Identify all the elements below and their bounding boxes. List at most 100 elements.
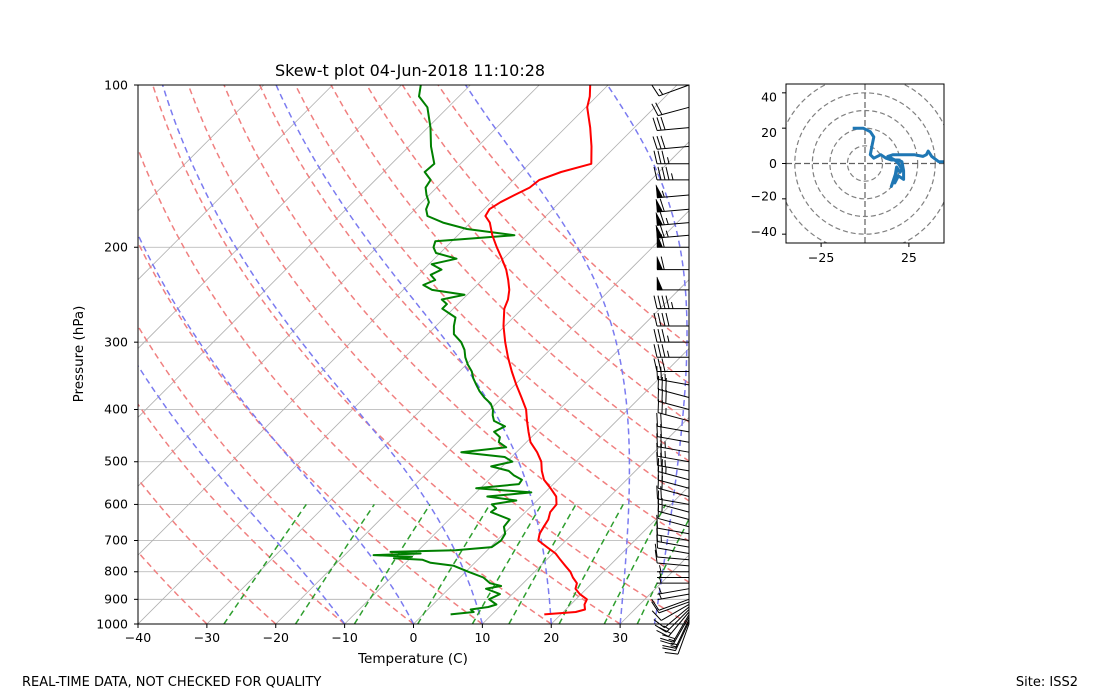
isotherm-line bbox=[619, 554, 689, 624]
wind-barb bbox=[656, 423, 690, 443]
barb-shaft bbox=[664, 606, 690, 628]
hodograph-plot: 40 20 0 −20 −40 −25 25 bbox=[751, 83, 945, 265]
barb-full bbox=[660, 424, 662, 438]
skewt-plot: Skew-t plot 04-Jun-2018 11:10:28 −40 −30… bbox=[71, 61, 690, 667]
barb-half bbox=[667, 335, 670, 343]
hodograph-trace bbox=[852, 126, 944, 188]
dewpoint-line bbox=[372, 85, 533, 616]
wind-barb bbox=[656, 514, 690, 535]
skewt-frame bbox=[137, 84, 690, 625]
pressure-grid-lines bbox=[138, 84, 689, 625]
barb-shaft bbox=[675, 621, 690, 651]
barb-full bbox=[660, 135, 666, 149]
dry-adiabat bbox=[138, 240, 483, 624]
barb-flag bbox=[656, 256, 663, 270]
isotherm-line bbox=[344, 279, 689, 624]
wind-barb bbox=[656, 365, 690, 386]
skewt-title: Skew-t plot 04-Jun-2018 11:10:28 bbox=[275, 61, 545, 80]
wind-barb bbox=[653, 606, 690, 628]
barb-shaft bbox=[657, 455, 690, 463]
barb-shaft bbox=[657, 527, 690, 535]
mixing-ratio-line bbox=[353, 503, 431, 624]
hodo-y-tick-label: 20 bbox=[761, 125, 777, 140]
barb-full bbox=[657, 358, 662, 372]
barb-full bbox=[653, 295, 658, 309]
barb-shaft bbox=[657, 562, 690, 567]
wind-barb bbox=[651, 604, 690, 621]
hodo-x-tick-label: 25 bbox=[901, 250, 917, 265]
barb-full bbox=[651, 610, 662, 621]
wind-barb bbox=[654, 543, 690, 561]
dry-adiabat bbox=[366, 85, 689, 423]
barb-shaft bbox=[657, 106, 690, 117]
barb-half bbox=[665, 217, 669, 225]
x-tick-label: 30 bbox=[612, 630, 628, 645]
isotherm-line bbox=[138, 85, 540, 487]
barb-shaft bbox=[657, 503, 690, 513]
dry-adiabat bbox=[138, 477, 277, 624]
barb-shaft bbox=[657, 378, 690, 386]
y-tick-label: 600 bbox=[104, 497, 128, 512]
barb-full bbox=[657, 295, 662, 309]
isotherm-line bbox=[138, 85, 678, 624]
barb-full bbox=[657, 329, 662, 343]
barb-shaft bbox=[658, 601, 690, 614]
dry-adiabat bbox=[401, 85, 689, 385]
isotherm-line bbox=[413, 347, 689, 624]
barb-shaft bbox=[666, 609, 690, 633]
barb-full bbox=[662, 647, 676, 652]
dry-adiabat bbox=[187, 85, 689, 624]
barb-shaft bbox=[657, 547, 690, 555]
barb-shaft bbox=[672, 614, 690, 643]
dry-adiabat bbox=[259, 85, 689, 543]
barb-flag bbox=[655, 198, 664, 213]
barb-half bbox=[663, 625, 670, 630]
y-tick-label: 100 bbox=[104, 78, 128, 93]
barb-half bbox=[665, 230, 669, 238]
barb-full bbox=[660, 116, 666, 130]
barb-shaft bbox=[657, 446, 690, 453]
site-label: Site: ISS2 bbox=[1016, 675, 1078, 690]
hodo-y-tick-label: −20 bbox=[751, 189, 777, 204]
isotherm-line bbox=[482, 416, 689, 624]
x-tick-label: −10 bbox=[331, 630, 357, 645]
barb-full bbox=[660, 433, 662, 448]
wind-barb bbox=[653, 358, 689, 372]
wind-barb bbox=[657, 375, 690, 398]
barb-shaft bbox=[657, 400, 690, 410]
barb-half bbox=[661, 190, 665, 198]
barb-shaft bbox=[668, 611, 690, 637]
barb-full bbox=[656, 485, 658, 499]
isotherm-line bbox=[550, 485, 689, 624]
barb-flag bbox=[656, 276, 663, 291]
wind-barb bbox=[655, 211, 690, 226]
barb-half bbox=[671, 173, 674, 181]
barb-shaft bbox=[657, 479, 690, 489]
moist-adiabat bbox=[161, 85, 484, 624]
barb-full bbox=[653, 150, 658, 164]
dry-adiabat bbox=[151, 85, 621, 624]
barb-shaft bbox=[677, 623, 690, 655]
barb-full bbox=[661, 312, 666, 327]
mixing-ratio-line bbox=[471, 504, 543, 624]
barb-full bbox=[659, 224, 665, 238]
barb-full bbox=[652, 117, 658, 131]
x-axis-ticks bbox=[137, 624, 621, 628]
barb-shaft bbox=[657, 436, 690, 443]
barb-full bbox=[653, 344, 658, 358]
barb-shaft bbox=[658, 598, 690, 611]
wind-barb bbox=[664, 623, 690, 655]
barb-half bbox=[667, 350, 670, 358]
wind-barb bbox=[656, 276, 689, 291]
barb-shaft bbox=[657, 412, 690, 422]
barb-shaft bbox=[657, 498, 690, 505]
barb-full bbox=[653, 329, 658, 343]
hodograph-ring bbox=[846, 145, 884, 182]
barb-full bbox=[661, 329, 666, 343]
barb-shaft bbox=[657, 534, 690, 542]
barb-shaft bbox=[657, 425, 690, 433]
barb-full bbox=[657, 344, 662, 358]
hodograph-crosshair bbox=[786, 84, 944, 243]
wind-barbs bbox=[651, 84, 690, 655]
